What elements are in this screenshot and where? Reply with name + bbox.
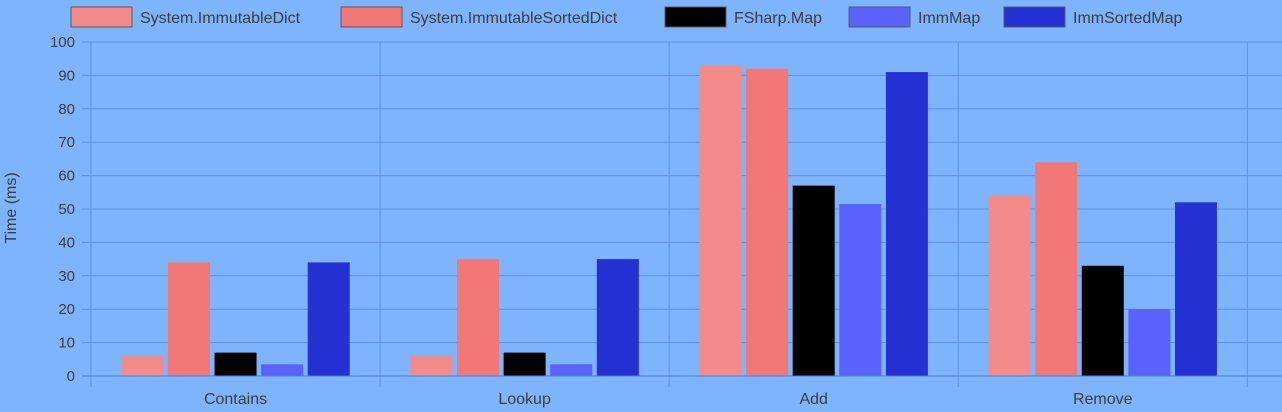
- bar-remove-2: [1081, 265, 1124, 376]
- y-tick-label: 90: [58, 67, 75, 84]
- legend-swatch: [848, 6, 911, 28]
- bar-lookup-1: [457, 259, 500, 376]
- x-tick-label: Contains: [204, 391, 267, 408]
- bar-contains-3: [261, 364, 304, 376]
- bar-contains-0: [121, 355, 164, 376]
- y-tick-label: 0: [67, 368, 75, 385]
- bar-add-0: [699, 65, 742, 376]
- bar-add-3: [839, 203, 882, 376]
- legend-item[interactable]: System.ImmutableDict: [70, 6, 301, 28]
- bar-contains-2: [214, 352, 257, 376]
- legend-label: FSharp.Map: [734, 10, 822, 27]
- y-tick-label: 80: [58, 101, 75, 118]
- bar-remove-3: [1128, 309, 1171, 376]
- legend-swatch: [340, 6, 403, 28]
- y-tick-label: 100: [50, 34, 75, 51]
- legend-item[interactable]: ImmMap: [848, 6, 980, 28]
- legend-label: ImmMap: [918, 10, 980, 27]
- y-tick-label: 20: [58, 301, 75, 318]
- bar-lookup-0: [410, 355, 453, 376]
- y-tick-label: 50: [58, 201, 75, 218]
- legend-swatch: [1003, 6, 1066, 28]
- legend-label: System.ImmutableDict: [140, 10, 301, 27]
- bar-add-1: [746, 68, 789, 376]
- legend-swatch: [70, 6, 133, 28]
- legend-item[interactable]: ImmSortedMap: [1003, 6, 1182, 28]
- x-tick-label: Lookup: [498, 391, 551, 408]
- y-tick-label: 30: [58, 268, 75, 285]
- legend-swatch: [664, 6, 727, 28]
- axes: 0 10 20 30 40 50 60 70 80 90 100 Contains Lookup Add R…: [50, 34, 1282, 408]
- legend: System.ImmutableDict System.ImmutableSort…: [70, 6, 1182, 28]
- x-tick-label: Add: [799, 391, 827, 408]
- bar-lookup-3: [550, 364, 593, 376]
- legend-item[interactable]: System.ImmutableSortedDict: [340, 6, 618, 28]
- legend-label: ImmSortedMap: [1073, 10, 1182, 27]
- bar-lookup-4: [596, 259, 639, 376]
- x-tick-label: Remove: [1073, 391, 1133, 408]
- bar-remove-1: [1035, 162, 1078, 376]
- bar-lookup-2: [503, 352, 546, 376]
- y-tick-label: 10: [58, 335, 75, 352]
- legend-item[interactable]: FSharp.Map: [664, 6, 822, 28]
- y-tick-label: 40: [58, 234, 75, 251]
- bar-contains-4: [307, 262, 350, 376]
- y-axis-title: Time (ms): [3, 172, 20, 243]
- bars: [121, 65, 1217, 376]
- bar-remove-4: [1174, 202, 1217, 376]
- y-tick-label: 70: [58, 134, 75, 151]
- bar-add-2: [792, 185, 835, 376]
- bar-contains-1: [167, 262, 210, 376]
- bar-remove-0: [988, 195, 1031, 376]
- bar-add-4: [885, 72, 928, 376]
- y-tick-label: 60: [58, 168, 75, 185]
- legend-label: System.ImmutableSortedDict: [410, 10, 618, 27]
